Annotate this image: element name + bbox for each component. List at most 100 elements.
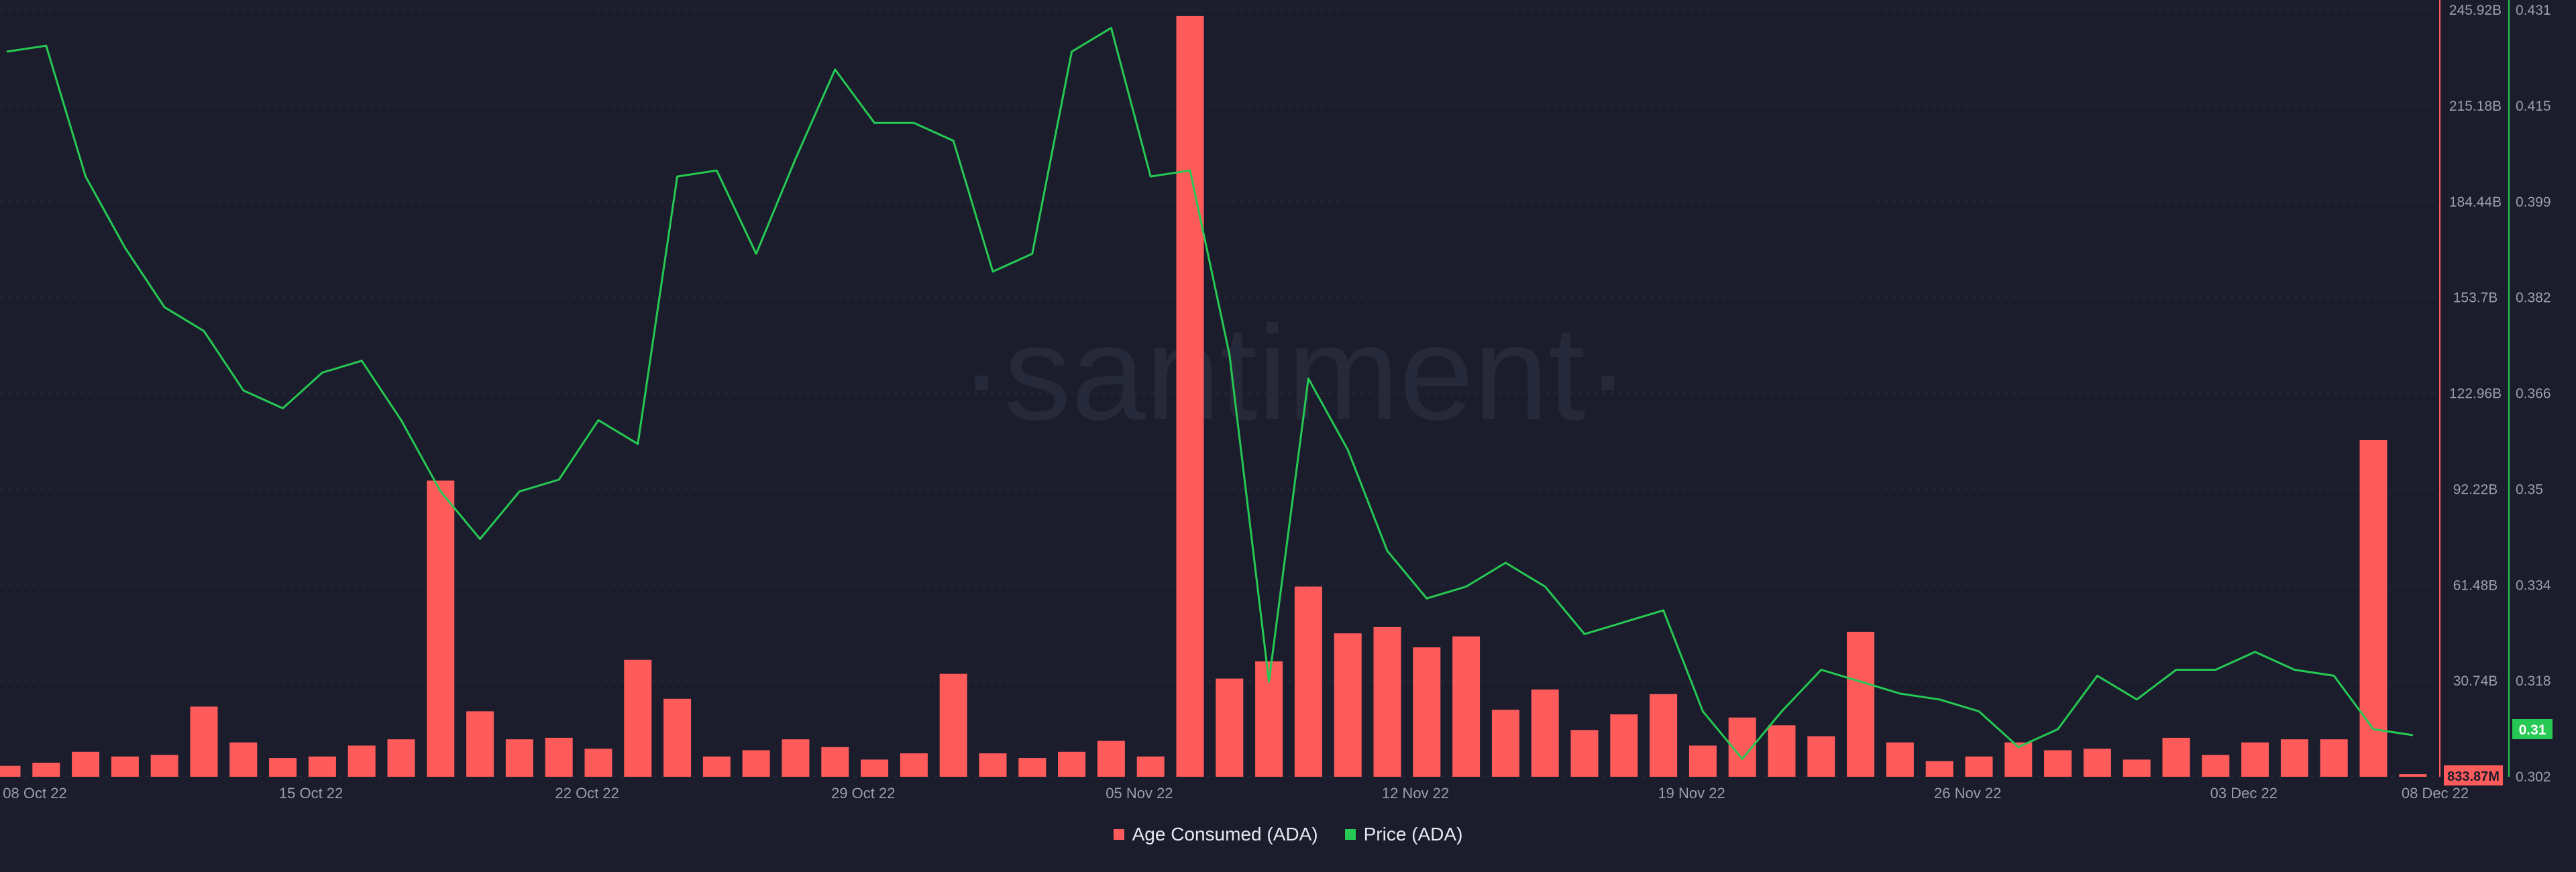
age-consumed-bar bbox=[466, 711, 494, 777]
legend-label-price: Price (ADA) bbox=[1363, 824, 1463, 844]
age-consumed-bar bbox=[111, 756, 139, 777]
age-consumed-bar bbox=[0, 765, 21, 777]
price-tick-label: 0.35 bbox=[2516, 482, 2543, 497]
age-consumed-bar bbox=[979, 753, 1007, 777]
date-tick-label: 08 Dec 22 bbox=[2402, 785, 2469, 802]
age-consumed-bar bbox=[821, 747, 849, 777]
age-consumed-bar bbox=[742, 750, 770, 777]
legend: Age Consumed (ADA) Price (ADA) bbox=[0, 824, 2576, 845]
age-consumed-bar bbox=[624, 659, 652, 777]
age-consumed-tick-label: 184.44B bbox=[2449, 195, 2502, 210]
age-consumed-bar bbox=[347, 745, 376, 777]
age-consumed-bar bbox=[190, 706, 218, 777]
price-tick-label: 0.415 bbox=[2516, 99, 2551, 114]
date-tick-label: 15 Oct 22 bbox=[279, 785, 343, 802]
age-consumed-bar bbox=[505, 739, 533, 777]
age-consumed-bar bbox=[387, 739, 415, 777]
age-consumed-tick-label: 92.22B bbox=[2453, 482, 2498, 497]
age-consumed-bar bbox=[1886, 742, 1914, 777]
price-tick-label: 0.318 bbox=[2516, 673, 2551, 689]
age-consumed-bar bbox=[1216, 678, 1244, 777]
age-consumed-bar bbox=[1531, 689, 1559, 777]
date-tick-label: 26 Nov 22 bbox=[1934, 785, 2001, 802]
date-tick-label: 12 Nov 22 bbox=[1382, 785, 1449, 802]
age-consumed-bar bbox=[1294, 586, 1322, 777]
age-consumed-bar bbox=[150, 755, 178, 777]
age-consumed-bar bbox=[1847, 631, 1875, 777]
legend-item-price[interactable]: Price (ADA) bbox=[1344, 824, 1463, 845]
age-consumed-bar bbox=[584, 749, 612, 777]
current-age-consumed-value: 833.87M bbox=[2447, 769, 2500, 784]
age-consumed-bar bbox=[1688, 745, 1717, 777]
age-consumed-bar bbox=[72, 751, 100, 777]
date-tick-label: 08 Oct 22 bbox=[3, 785, 66, 802]
age-consumed-bar bbox=[1610, 714, 1638, 777]
santiment-watermark: ·santiment· bbox=[959, 298, 1630, 448]
age-consumed-bar bbox=[1768, 725, 1796, 777]
age-consumed-bar bbox=[427, 480, 455, 777]
price-tick-label: 0.431 bbox=[2516, 3, 2551, 18]
price-tick-label: 0.334 bbox=[2516, 578, 2551, 593]
age-consumed-swatch bbox=[1113, 829, 1124, 840]
age-consumed-bar bbox=[269, 758, 297, 777]
age-consumed-bar bbox=[2083, 749, 2111, 777]
current-age-consumed-badge: 833.87M bbox=[2444, 765, 2503, 785]
age-consumed-bar bbox=[2123, 759, 2151, 777]
age-consumed-axis: 245.92B 215.18B 184.44B 153.7B 122.96B 92.22B… bbox=[2449, 3, 2502, 689]
age-consumed-bar bbox=[1176, 15, 1204, 777]
age-consumed-bar bbox=[1965, 756, 1993, 777]
price-swatch bbox=[1344, 829, 1356, 840]
age-consumed-tick-label: 245.92B bbox=[2449, 3, 2502, 18]
date-tick-label: 22 Oct 22 bbox=[555, 785, 619, 802]
age-consumed-bar bbox=[1807, 736, 1835, 777]
age-consumed-bar bbox=[2399, 774, 2427, 777]
age-consumed-bar bbox=[1018, 758, 1046, 777]
age-consumed-bar bbox=[1373, 626, 1401, 777]
age-consumed-tick-label: 30.74B bbox=[2453, 673, 2498, 689]
date-tick-label: 05 Nov 22 bbox=[1106, 785, 1173, 802]
age-consumed-bar bbox=[2320, 739, 2348, 777]
age-consumed-bar bbox=[2280, 739, 2308, 777]
age-consumed-bar bbox=[2004, 742, 2033, 777]
price-tick-label: 0.366 bbox=[2516, 386, 2551, 402]
age-consumed-bar bbox=[2044, 750, 2072, 777]
age-consumed-tick-label: 153.7B bbox=[2453, 290, 2498, 306]
date-axis: 08 Oct 22 15 Oct 22 22 Oct 22 29 Oct 22 05 N… bbox=[3, 785, 2469, 802]
age-consumed-tick-label: 215.18B bbox=[2449, 99, 2502, 114]
age-consumed-bar bbox=[1334, 633, 1362, 777]
price-axis: 0.431 0.415 0.399 0.382 0.366 0.35 0.334 0.318 0… bbox=[2516, 3, 2551, 785]
age-consumed-tick-label: 61.48B bbox=[2453, 578, 2498, 593]
age-consumed-bars bbox=[0, 15, 2427, 777]
legend-item-age-consumed[interactable]: Age Consumed (ADA) bbox=[1113, 824, 1318, 845]
date-tick-label: 29 Oct 22 bbox=[831, 785, 895, 802]
date-tick-label: 03 Dec 22 bbox=[2210, 785, 2277, 802]
age-consumed-bar bbox=[32, 763, 60, 777]
age-consumed-bar bbox=[702, 756, 731, 777]
age-consumed-bar bbox=[2241, 742, 2269, 777]
price-line bbox=[6, 27, 2414, 760]
age-consumed-bar bbox=[861, 759, 889, 777]
age-consumed-bar bbox=[939, 673, 967, 777]
age-consumed-bar bbox=[1650, 694, 1678, 777]
date-tick-label: 19 Nov 22 bbox=[1658, 785, 1725, 802]
age-consumed-bar bbox=[1136, 756, 1165, 777]
age-consumed-bar bbox=[1570, 730, 1599, 777]
age-consumed-bar bbox=[229, 742, 258, 777]
price-tick-label: 0.382 bbox=[2516, 290, 2551, 306]
age-consumed-bar bbox=[663, 698, 692, 777]
age-consumed-bar bbox=[2359, 440, 2387, 777]
legend-label-age-consumed: Age Consumed (ADA) bbox=[1132, 824, 1318, 844]
age-consumed-bar bbox=[545, 737, 573, 777]
current-price-value: 0.31 bbox=[2519, 722, 2546, 738]
age-consumed-bar bbox=[1097, 741, 1125, 777]
age-consumed-bar bbox=[782, 739, 810, 777]
age-consumed-bar bbox=[308, 756, 336, 777]
age-consumed-bar bbox=[1452, 636, 1481, 777]
age-consumed-bar bbox=[900, 753, 928, 777]
age-consumed-tick-label: 122.96B bbox=[2449, 386, 2502, 402]
age-consumed-bar bbox=[2162, 737, 2190, 777]
age-consumed-bar bbox=[1491, 710, 1519, 777]
age-consumed-bar bbox=[1925, 761, 1953, 777]
